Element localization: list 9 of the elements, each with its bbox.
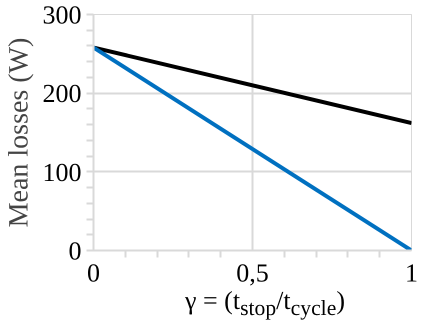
- x-tick-label: 1: [405, 258, 418, 288]
- y-tick-label: 100: [42, 158, 82, 187]
- x-tick-label: 0,5: [236, 258, 269, 288]
- y-axis-title: Mean losses (W): [4, 38, 34, 228]
- y-tick-label: 200: [42, 79, 82, 108]
- y-tick-label: 0: [68, 236, 82, 266]
- x-axis-title: γ = (t$_{stop}$/t$_{cycle}$): [184, 286, 346, 320]
- x-tick-label: 0: [87, 258, 100, 288]
- y-tick-label: 300: [42, 0, 82, 30]
